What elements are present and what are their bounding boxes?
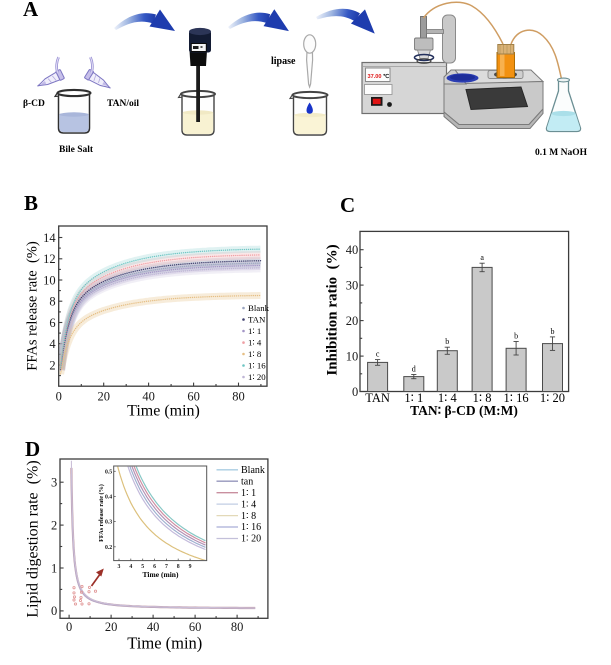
svg-text:TAN: TAN xyxy=(365,391,390,405)
svg-text:2: 2 xyxy=(49,358,55,372)
svg-text:2: 2 xyxy=(51,518,57,532)
svg-text:Time (min): Time (min) xyxy=(127,403,200,420)
svg-text:14: 14 xyxy=(43,231,56,245)
svg-text:0: 0 xyxy=(66,620,72,634)
svg-text:20: 20 xyxy=(346,314,359,328)
svg-text:Time (min): Time (min) xyxy=(143,570,179,579)
svg-text:FFAs release rate (%): FFAs release rate (%) xyxy=(98,484,105,542)
svg-text:4: 4 xyxy=(129,564,132,570)
svg-text:20: 20 xyxy=(97,389,110,403)
svg-text:a: a xyxy=(480,253,484,262)
svg-text:10: 10 xyxy=(346,349,359,363)
svg-text:Blank: Blank xyxy=(241,465,265,476)
svg-text:0.2: 0.2 xyxy=(105,545,112,551)
svg-text:60: 60 xyxy=(189,620,202,634)
svg-text:40: 40 xyxy=(147,620,160,634)
svg-text:1∶ 1: 1∶ 1 xyxy=(248,326,261,336)
svg-text:0: 0 xyxy=(51,604,57,618)
svg-text:0: 0 xyxy=(56,389,62,403)
svg-text:1∶ 1: 1∶ 1 xyxy=(404,391,423,405)
svg-text:℃: ℃ xyxy=(383,73,389,80)
svg-text:1∶ 1: 1∶ 1 xyxy=(241,488,256,499)
svg-text:0: 0 xyxy=(352,385,358,399)
svg-text:40: 40 xyxy=(142,389,155,403)
svg-text:b: b xyxy=(445,337,449,346)
svg-text:C: C xyxy=(340,193,355,217)
svg-text:1∶ 20: 1∶ 20 xyxy=(540,391,565,405)
svg-text:80: 80 xyxy=(231,620,244,634)
svg-text:d: d xyxy=(412,365,416,374)
svg-text:TAN∶ β-CD (M:M): TAN∶ β-CD (M:M) xyxy=(410,403,518,418)
svg-text:30: 30 xyxy=(346,278,359,292)
svg-text:D: D xyxy=(25,437,40,461)
svg-text:Bile Salt: Bile Salt xyxy=(59,145,94,155)
svg-text:3: 3 xyxy=(118,564,121,570)
svg-text:1∶ 8: 1∶ 8 xyxy=(248,349,262,359)
svg-text:7: 7 xyxy=(165,564,168,570)
svg-text:6: 6 xyxy=(49,316,55,330)
svg-text:6: 6 xyxy=(153,564,156,570)
svg-text:1: 1 xyxy=(51,561,57,575)
svg-text:FFAs release rate (%): FFAs release rate (%) xyxy=(25,241,41,371)
svg-text:TAN: TAN xyxy=(248,315,266,325)
svg-text:5: 5 xyxy=(141,564,144,570)
svg-text:1∶ 4: 1∶ 4 xyxy=(248,338,262,348)
svg-text:1∶ 20: 1∶ 20 xyxy=(241,534,261,545)
svg-text:1∶ 16: 1∶ 16 xyxy=(248,361,266,371)
svg-text:β-CD: β-CD xyxy=(23,99,45,109)
svg-text:0.5: 0.5 xyxy=(105,469,112,475)
svg-text:0.1 M NaOH: 0.1 M NaOH xyxy=(535,148,588,158)
svg-text:c: c xyxy=(376,350,380,359)
svg-text:40: 40 xyxy=(346,243,359,257)
svg-text:1∶ 16: 1∶ 16 xyxy=(241,522,261,533)
svg-text:Time (min): Time (min) xyxy=(127,634,202,653)
svg-text:8: 8 xyxy=(177,564,180,570)
svg-text:10: 10 xyxy=(43,273,56,287)
svg-text:80: 80 xyxy=(232,389,245,403)
svg-text:b: b xyxy=(514,332,518,341)
svg-text:B: B xyxy=(24,191,38,215)
svg-text:Inhibition ratio (%): Inhibition ratio (%) xyxy=(325,244,341,375)
svg-text:tan: tan xyxy=(241,476,253,487)
svg-text:1∶ 8: 1∶ 8 xyxy=(473,391,492,405)
svg-text:Lipid digestion rate (%): Lipid digestion rate (%) xyxy=(25,460,42,617)
svg-text:0.3: 0.3 xyxy=(105,520,112,526)
svg-text:12: 12 xyxy=(43,252,56,266)
svg-text:b: b xyxy=(551,327,555,336)
svg-text:20: 20 xyxy=(105,620,118,634)
svg-text:8: 8 xyxy=(49,295,55,309)
svg-text:lipase: lipase xyxy=(271,56,296,67)
svg-text:1∶ 16: 1∶ 16 xyxy=(504,391,529,405)
svg-text:Blank: Blank xyxy=(248,303,270,313)
svg-text:1∶ 20: 1∶ 20 xyxy=(248,372,266,382)
svg-text:TAN/oil: TAN/oil xyxy=(107,99,139,109)
svg-text:1∶ 4: 1∶ 4 xyxy=(241,499,256,510)
svg-text:4: 4 xyxy=(49,337,56,351)
svg-text:60: 60 xyxy=(187,389,200,403)
svg-text:9: 9 xyxy=(189,564,192,570)
svg-text:1∶ 8: 1∶ 8 xyxy=(241,511,256,522)
svg-text:3: 3 xyxy=(51,476,57,490)
svg-text:0.4: 0.4 xyxy=(105,495,112,501)
svg-text:37.00: 37.00 xyxy=(368,74,382,80)
svg-text:1∶ 4: 1∶ 4 xyxy=(438,391,458,405)
svg-text:A: A xyxy=(23,0,39,21)
